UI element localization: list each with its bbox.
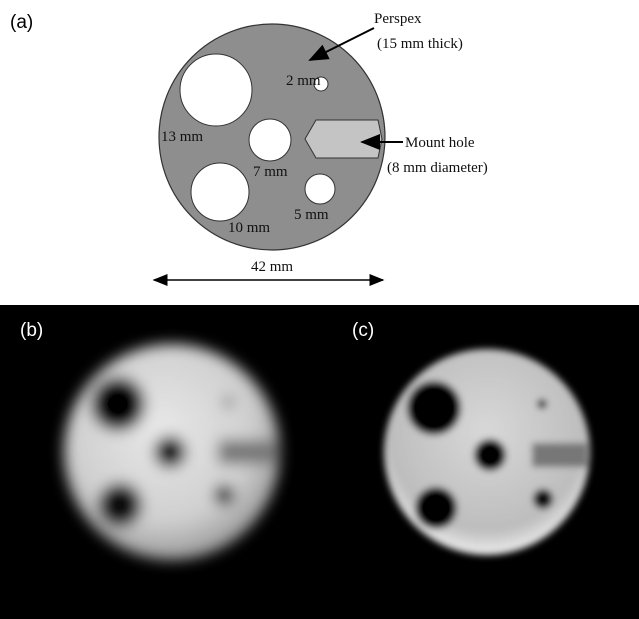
mri-image (384, 349, 590, 555)
hole-label: 10 mm (228, 220, 270, 236)
hole-label: 5 mm (294, 207, 329, 223)
hole-label: 13 mm (161, 129, 203, 145)
panel-label: (c) (352, 320, 374, 341)
hole-label: 2 mm (286, 73, 321, 89)
mri-image (64, 344, 280, 560)
dimension-label: 42 mm (251, 259, 293, 275)
annotation: (15 mm thick) (377, 36, 463, 52)
panel-label: (a) (10, 12, 33, 33)
annotation: Perspex (374, 11, 422, 27)
annotation: Mount hole (405, 135, 475, 151)
figure: (a) Perspex (15 mm thick) 2 mm 13 mm 7 m… (0, 0, 639, 619)
hole-label: 7 mm (253, 164, 288, 180)
annotation: (8 mm diameter) (387, 160, 488, 176)
panel-label: (b) (20, 320, 43, 341)
